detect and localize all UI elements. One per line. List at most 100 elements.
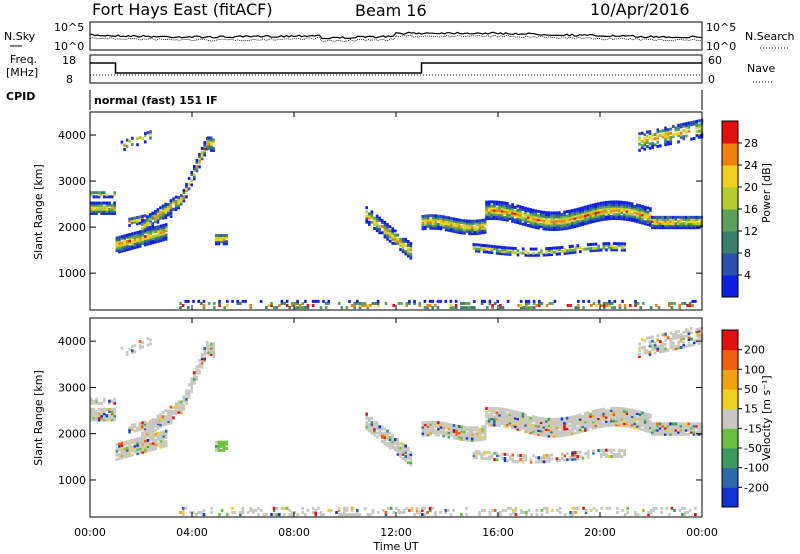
velocity-cell [565, 427, 569, 431]
velocity-cell [421, 431, 425, 435]
velocity-cell [194, 513, 198, 517]
power-cell [661, 129, 665, 133]
power-cell [103, 195, 106, 199]
velocity-cell [455, 426, 458, 430]
power-cell [615, 212, 618, 216]
velocity-cell [498, 423, 501, 427]
velocity-cell [407, 457, 410, 461]
power-cell [141, 137, 144, 141]
velocity-cell [169, 411, 173, 415]
velocity-cell [365, 425, 368, 429]
power-cell [545, 249, 548, 253]
power-cell [568, 222, 572, 226]
power-cell [508, 215, 512, 219]
velocity-colorbar-segment [722, 389, 738, 410]
power-cell [426, 306, 429, 310]
velocity-cell [429, 426, 432, 430]
power-cell [658, 224, 662, 228]
velocity-cell [539, 429, 543, 433]
velocity-cell [514, 459, 517, 463]
velocity-cell [103, 416, 106, 420]
velocity-cell [535, 513, 539, 517]
velocity-cell [623, 453, 626, 457]
velocity-cell [476, 438, 479, 442]
velocity-cell [526, 420, 530, 424]
power-cell [375, 224, 379, 228]
velocity-cell [540, 508, 544, 512]
power-cell [146, 219, 149, 223]
velocity-cell [633, 415, 637, 419]
power-cell [125, 144, 129, 148]
velocity-cell [576, 418, 579, 422]
velocity-cell [589, 414, 592, 418]
velocity-cell [190, 387, 193, 391]
power-cell [620, 206, 624, 210]
velocity-cell [212, 352, 216, 356]
velocity-cell [534, 428, 538, 432]
velocity-cell [444, 422, 448, 426]
velocity-cell [620, 455, 624, 459]
power-cell [426, 216, 430, 220]
power-cell [118, 246, 121, 250]
velocity-cell [146, 428, 149, 432]
power-cell [542, 214, 546, 218]
power-cell [539, 216, 543, 220]
power-cell [555, 248, 559, 252]
power-cell [141, 214, 144, 218]
velocity-cell [646, 429, 650, 433]
power-cell [298, 304, 302, 308]
power-cell [383, 227, 387, 231]
power-cell [115, 236, 119, 240]
power-cell [473, 225, 477, 229]
velocity-cell [369, 513, 372, 517]
velocity-cell [460, 513, 463, 517]
velocity-cell [187, 383, 191, 387]
power-cell [605, 242, 608, 246]
velocity-cell [513, 422, 517, 426]
velocity-cell [656, 344, 660, 348]
velocity-cell [594, 411, 598, 415]
velocity-cell [463, 425, 466, 429]
power-cell [405, 301, 409, 305]
power-cell [222, 236, 226, 240]
velocity-cell [682, 424, 685, 428]
power-cell [182, 188, 186, 192]
power-cell [365, 218, 368, 222]
power-cell [511, 203, 514, 207]
power-cell [100, 209, 103, 213]
power-cell [386, 237, 389, 241]
power-cell [488, 301, 492, 305]
power-cell [651, 141, 654, 145]
power-cell [534, 213, 538, 217]
power-cell [630, 216, 634, 220]
power-cell [519, 217, 522, 221]
power-cell [503, 205, 507, 209]
velocity-cell [198, 371, 201, 375]
power-cell [131, 136, 134, 140]
velocity-cell [113, 414, 116, 418]
velocity-cell [519, 415, 522, 419]
velocity-cell [141, 442, 145, 446]
power-cell [612, 214, 616, 218]
power-cell [475, 249, 478, 253]
velocity-cell [682, 341, 686, 345]
velocity-cell [151, 421, 155, 425]
power-cell [90, 203, 93, 207]
power-cell [545, 227, 548, 231]
velocity-cell [399, 448, 402, 452]
velocity-cell [634, 513, 637, 517]
velocity-cell [193, 381, 196, 385]
power-cell [193, 169, 196, 173]
power-cell [589, 220, 592, 224]
power-cell [558, 221, 561, 225]
velocity-cell [688, 508, 692, 512]
velocity-cell [478, 431, 482, 435]
velocity-cell [146, 445, 150, 449]
power-cell [643, 147, 647, 151]
power-cell [607, 217, 611, 221]
velocity-cell [133, 425, 137, 429]
velocity-cell [511, 424, 514, 428]
velocity-colorbar-segment [722, 330, 738, 351]
